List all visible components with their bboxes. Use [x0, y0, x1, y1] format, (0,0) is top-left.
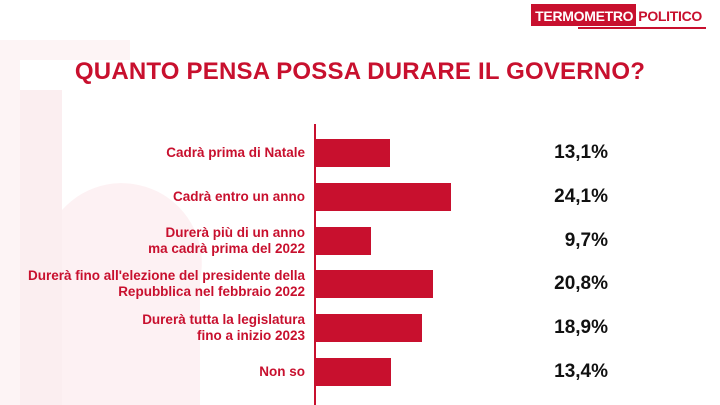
value-label: 13,1% — [554, 142, 608, 163]
value-label: 24,1% — [554, 185, 608, 207]
category-label: Cadrà prima di Natale — [5, 145, 305, 161]
value-label: 20,8% — [554, 273, 608, 295]
category-label-line: Non so — [259, 364, 305, 379]
category-label-line: Durerà fino all'elezione del presidente … — [27, 268, 305, 284]
bar — [316, 182, 452, 211]
logo-text-politico: POLITICO — [636, 4, 706, 26]
category-label-line: Durerà tutta la legislatura — [142, 312, 305, 328]
category-label-line: Durerà più di un anno — [165, 224, 305, 240]
value-label: 9,7% — [564, 229, 608, 251]
category-label: Durerà tutta la legislatura fino a inizio… — [5, 312, 305, 344]
chart-axis-line — [314, 124, 316, 405]
bar — [316, 358, 392, 386]
category-label: Durerà più di un anno ma cadrà prima del … — [5, 225, 305, 257]
category-label-line: fino a inizio 2023 — [196, 328, 305, 344]
logo-text-termometro: TERMOMETRO — [531, 4, 637, 26]
bar — [316, 314, 423, 343]
category-label-line: Cadrà prima di Natale — [166, 145, 305, 160]
value-label: 18,9% — [554, 317, 608, 339]
value-label: 13,4% — [554, 361, 608, 382]
category-label: Non so — [5, 364, 305, 380]
category-label: Cadrà entro un anno — [5, 189, 305, 205]
category-label-line: Cadrà entro un anno — [172, 188, 305, 204]
bar — [316, 139, 390, 167]
bar — [316, 226, 371, 255]
bar — [316, 270, 433, 299]
category-label: Durerà fino all'elezione del presidente … — [5, 268, 305, 300]
chart-title: QUANTO PENSA POSSA DURARE IL GOVERNO? — [74, 58, 646, 85]
category-label-line: ma cadrà prima del 2022 — [148, 240, 305, 256]
logo-underline — [578, 27, 706, 29]
termometro-politico-logo[interactable]: TERMOMETRO POLITICO — [531, 4, 706, 26]
category-label-line: Repubblica nel febbraio 2022 — [118, 284, 305, 300]
